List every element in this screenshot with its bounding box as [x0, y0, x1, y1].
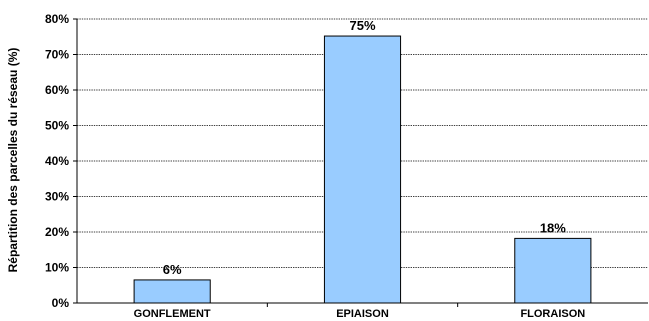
bar-gonflement: [133, 279, 211, 304]
y-tick-label: 60%: [45, 83, 69, 97]
data-label-gonflement: 6%: [163, 262, 182, 277]
category-label-gonflement: GONFLEMENT: [134, 308, 211, 320]
category-label-floraison: FLORAISON: [520, 308, 585, 320]
bar-epiaison: [323, 35, 402, 304]
y-tick-label: 50%: [45, 119, 69, 133]
y-tick-label: 70%: [45, 48, 69, 62]
x-axis-categories: GONFLEMENT EPIAISON FLORAISON: [134, 303, 585, 320]
y-tick-label: 10%: [45, 261, 69, 275]
bar-floraison: [514, 237, 592, 304]
category-label-epiaison: EPIAISON: [336, 308, 389, 320]
bars: [133, 35, 592, 304]
y-tick-label: 20%: [45, 225, 69, 239]
y-tick-label: 40%: [45, 154, 69, 168]
y-tick-label: 80%: [45, 12, 69, 26]
y-tick-label: 0%: [52, 296, 70, 310]
data-labels: 6% 75% 18%: [163, 18, 567, 277]
y-tick-label: 30%: [45, 190, 69, 204]
y-axis-title: Répartition des parcelles du réseau (%): [6, 48, 20, 273]
y-axis-ticks: 0% 10% 20% 30% 40% 50% 60% 70% 80%: [45, 12, 77, 310]
data-label-epiaison: 75%: [349, 18, 375, 33]
data-label-floraison: 18%: [540, 220, 566, 235]
